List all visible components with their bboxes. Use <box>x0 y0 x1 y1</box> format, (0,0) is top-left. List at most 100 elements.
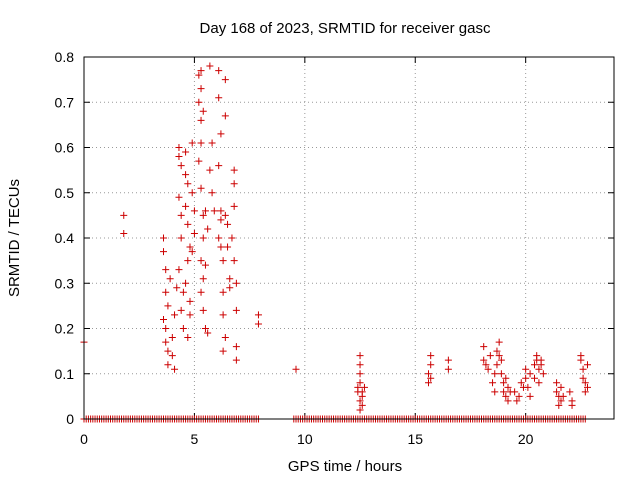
x-tick-label: 5 <box>191 431 199 447</box>
data-point <box>215 162 223 170</box>
data-point <box>480 343 488 351</box>
data-point <box>175 266 183 274</box>
data-point <box>358 392 366 400</box>
data-point <box>120 229 128 237</box>
data-point <box>502 374 510 382</box>
y-tick-label: 0.6 <box>55 140 75 156</box>
data-point <box>522 365 530 373</box>
data-point <box>531 374 538 382</box>
data-point <box>173 284 181 292</box>
data-point <box>120 211 128 219</box>
data-point <box>162 288 170 296</box>
data-point <box>230 202 238 210</box>
data-point <box>497 370 505 378</box>
data-point <box>553 388 561 396</box>
data-point <box>179 325 187 332</box>
data-point <box>495 338 503 346</box>
data-point <box>356 406 364 414</box>
data-point <box>356 397 364 405</box>
data-point <box>230 166 238 174</box>
data-point <box>360 383 368 391</box>
data-point <box>162 325 170 332</box>
data-point <box>188 248 196 256</box>
data-point <box>208 139 216 147</box>
data-point <box>497 356 505 364</box>
data-point <box>204 225 212 233</box>
data-point <box>188 139 196 147</box>
data-point <box>186 311 194 319</box>
data-point <box>511 388 519 396</box>
data-point <box>199 306 207 314</box>
data-point <box>186 297 194 305</box>
data-point <box>201 325 209 332</box>
data-point <box>182 148 190 156</box>
data-point <box>491 388 499 396</box>
data-point <box>427 352 435 360</box>
data-point <box>195 71 203 79</box>
data-point <box>356 352 364 360</box>
data-point <box>201 207 209 215</box>
data-point <box>201 261 209 269</box>
data-point <box>517 379 525 387</box>
data-point <box>197 257 205 265</box>
data-point <box>215 67 223 75</box>
data-point <box>221 112 229 120</box>
data-point <box>186 243 194 251</box>
data-point <box>217 216 225 224</box>
data-point <box>160 315 167 323</box>
data-point <box>175 193 183 201</box>
data-point <box>184 334 192 342</box>
data-point <box>232 356 240 364</box>
data-point <box>356 370 364 378</box>
y-tick-label: 0.3 <box>55 275 75 291</box>
data-point <box>535 379 543 387</box>
data-point <box>182 279 190 287</box>
data-point <box>531 361 538 369</box>
data-point <box>215 94 223 102</box>
data-point <box>177 162 185 170</box>
data-point <box>217 207 225 215</box>
data-point <box>175 144 183 151</box>
data-point <box>579 365 587 373</box>
data-point <box>215 234 223 242</box>
data-point <box>177 211 185 219</box>
data-point <box>197 184 205 192</box>
data-point <box>524 383 532 391</box>
data-point <box>425 379 432 387</box>
data-point <box>221 211 229 219</box>
y-tick-label: 0.2 <box>55 321 75 337</box>
x-tick-label: 0 <box>80 431 88 447</box>
x-tick-label: 15 <box>407 431 423 447</box>
data-point <box>230 180 238 188</box>
data-point <box>219 288 227 296</box>
y-tick-label: 0 <box>66 411 74 427</box>
data-point <box>482 361 490 369</box>
data-point <box>197 139 205 147</box>
data-point <box>254 320 262 328</box>
data-point <box>224 243 232 251</box>
y-tick-label: 0.4 <box>55 230 75 246</box>
data-point <box>219 257 227 265</box>
data-point <box>171 365 179 373</box>
chart-title: Day 168 of 2023, SRMTID for receiver gas… <box>200 20 491 37</box>
data-point <box>184 257 192 265</box>
data-point <box>557 383 565 391</box>
data-point <box>230 257 238 265</box>
plot-border <box>83 56 615 420</box>
data-point <box>539 370 547 378</box>
data-point <box>354 388 362 396</box>
data-point <box>581 379 589 387</box>
data-point <box>179 288 187 296</box>
data-point <box>199 275 207 283</box>
data-point <box>584 383 591 391</box>
data-point <box>164 347 172 355</box>
data-point <box>526 392 534 400</box>
data-point <box>190 229 198 237</box>
data-point <box>195 157 203 165</box>
data-point <box>182 171 190 179</box>
data-point <box>162 266 170 274</box>
data-point <box>566 388 574 396</box>
data-point <box>197 85 205 93</box>
